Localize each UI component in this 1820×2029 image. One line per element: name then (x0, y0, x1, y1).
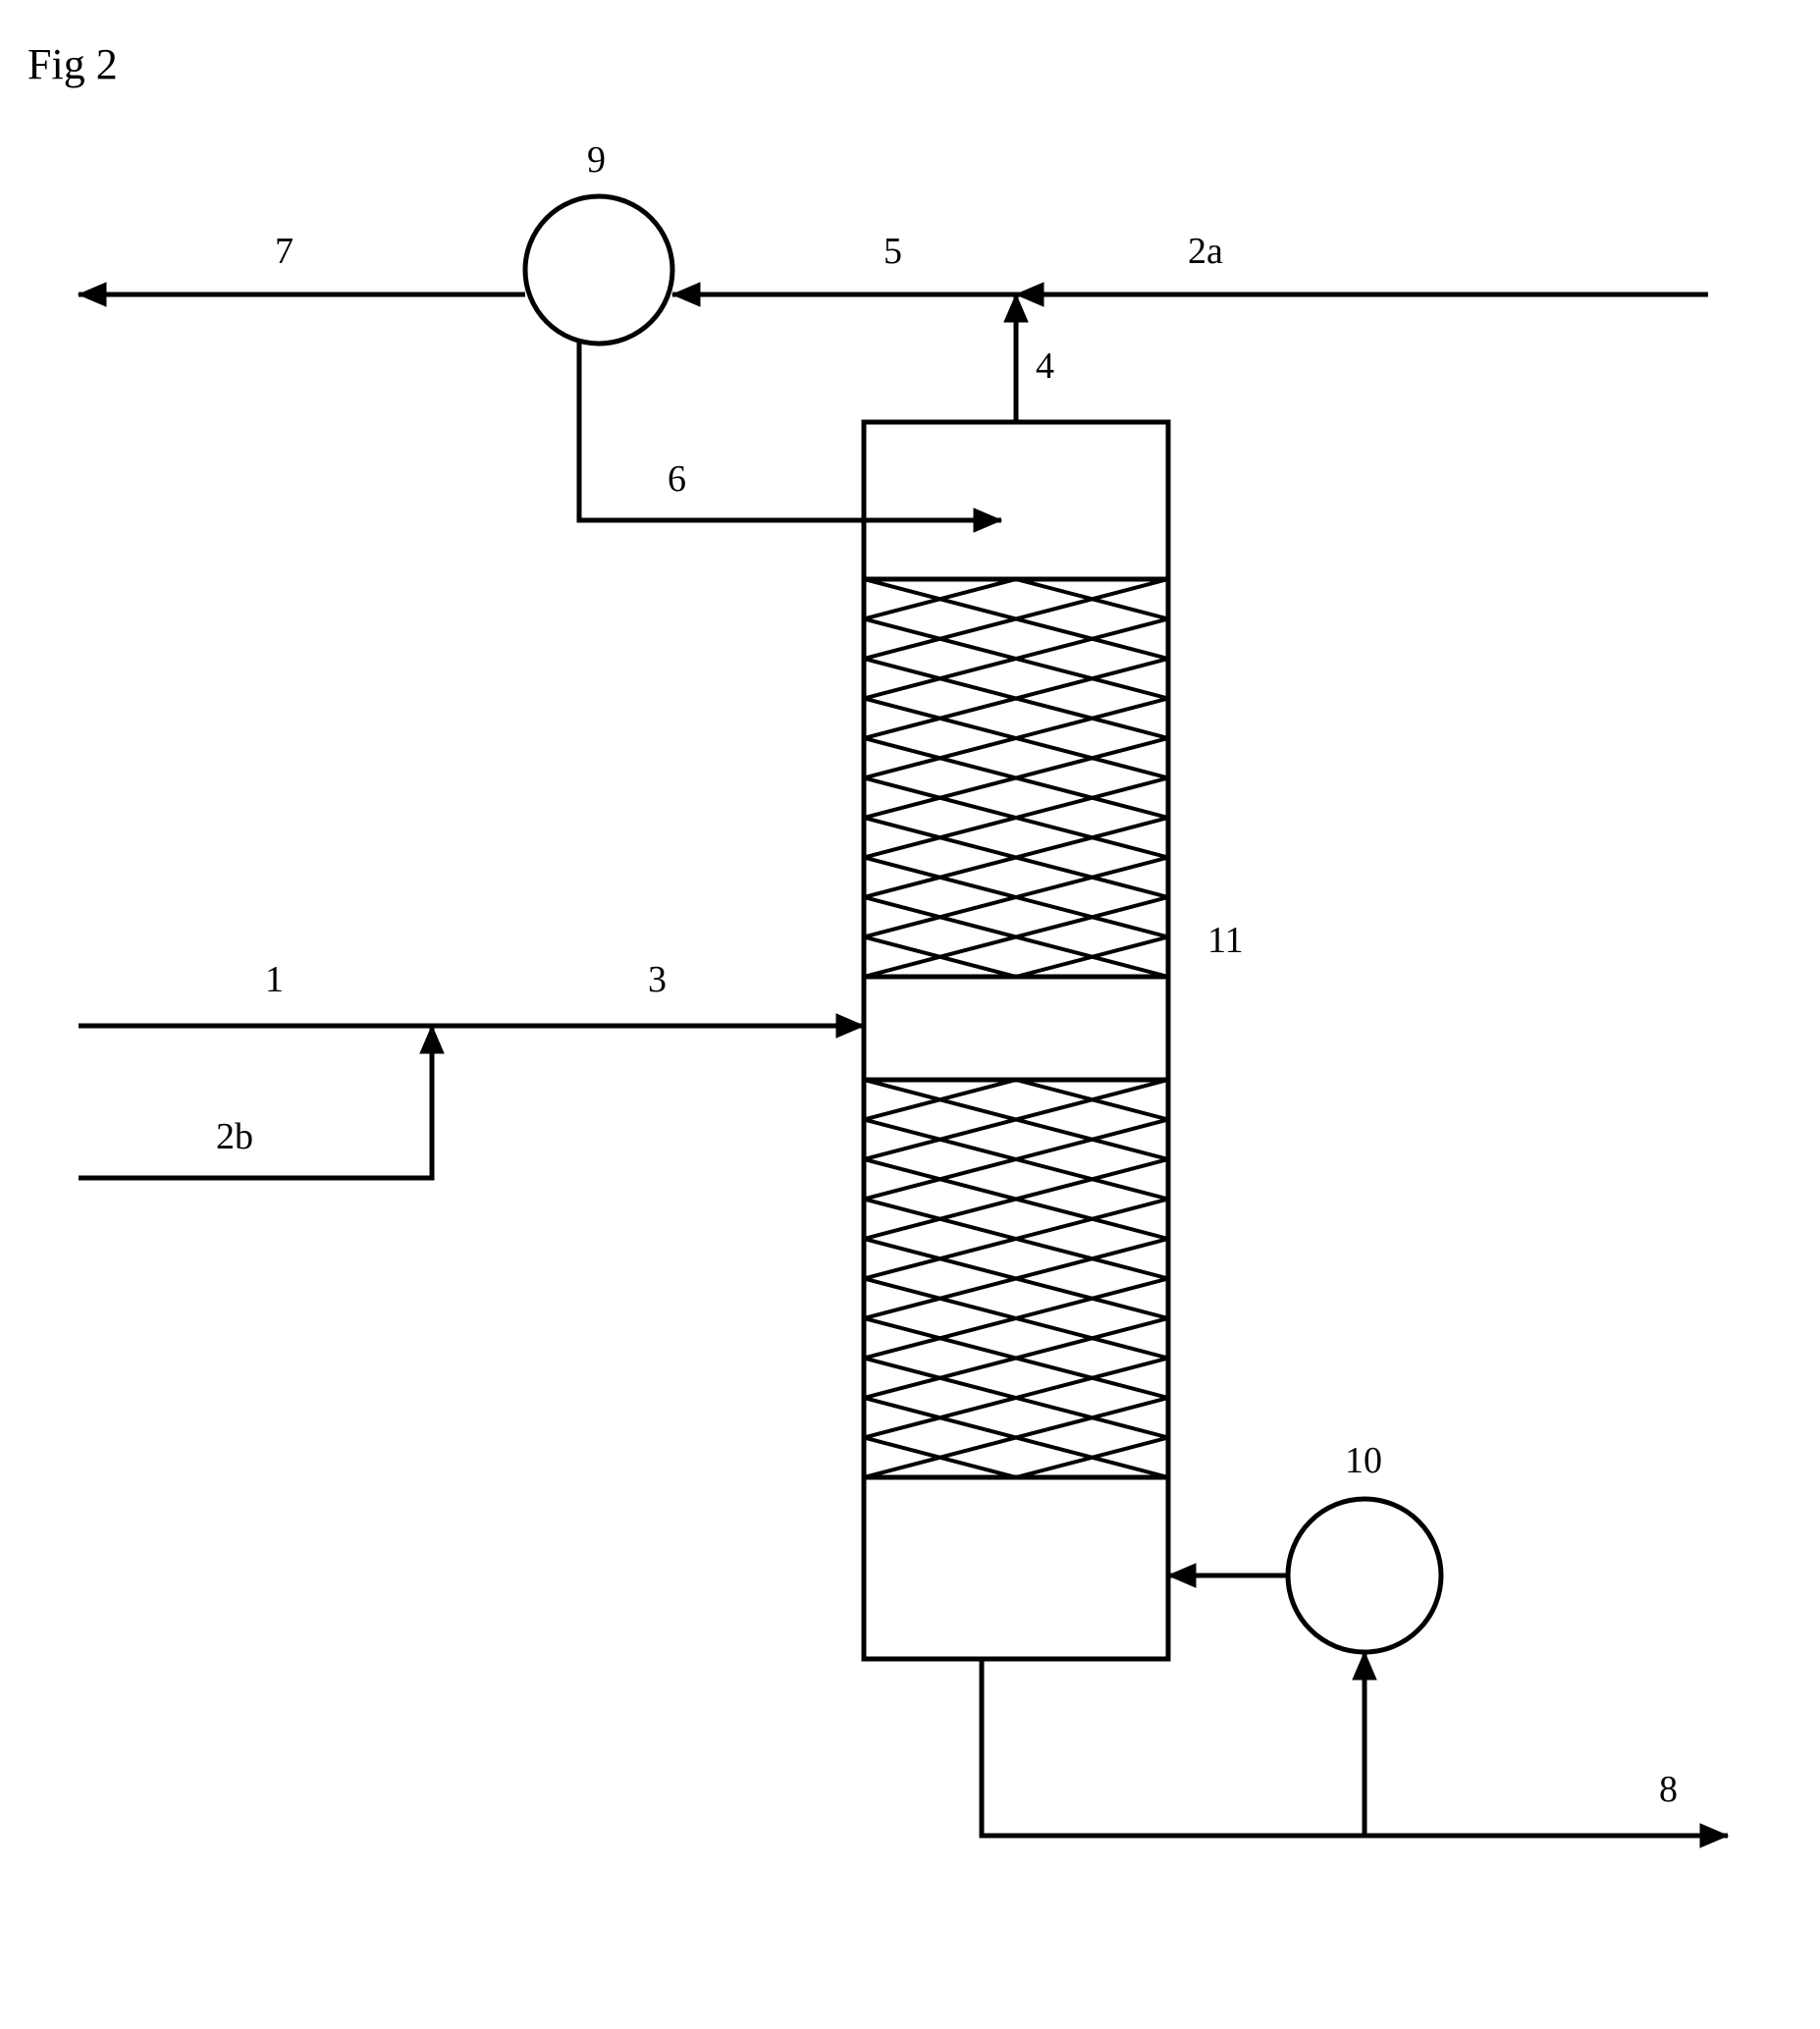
stream-path-2b (79, 1026, 432, 1178)
unit-10 (1288, 1499, 1441, 1652)
label-10: 10 (1345, 1440, 1382, 1481)
stream-path-6 (579, 342, 1001, 520)
label-3: 3 (648, 959, 667, 1000)
label-2a: 2a (1188, 231, 1223, 272)
label-1: 1 (265, 959, 284, 1000)
diagram-svg: 9752a4611132b108 (0, 0, 1820, 2029)
label-4: 4 (1036, 346, 1054, 387)
packing-section (864, 1080, 1168, 1477)
column-11 (864, 422, 1168, 1659)
packing-section (864, 579, 1168, 977)
label-5: 5 (883, 231, 902, 272)
label-11: 11 (1207, 920, 1244, 961)
label-9: 9 (587, 139, 606, 181)
unit-9 (525, 196, 672, 344)
label-6: 6 (668, 458, 686, 500)
label-7: 7 (275, 231, 294, 272)
stream-path-col-bottom-out (982, 1659, 1365, 1836)
label-8: 8 (1659, 1769, 1678, 1810)
label-2b: 2b (216, 1116, 253, 1157)
